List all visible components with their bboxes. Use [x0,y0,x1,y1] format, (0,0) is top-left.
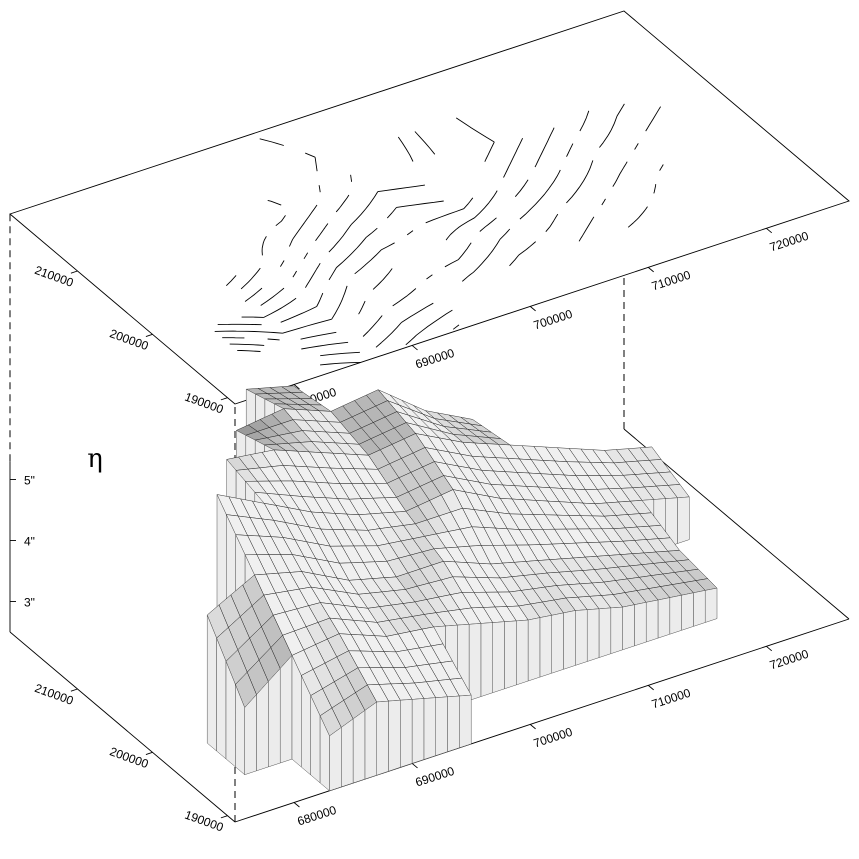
y-tick-label: 200000 [108,744,151,771]
y-tick-label: 210000 [33,681,76,708]
surface-wall [670,595,682,634]
surface-wall [516,620,528,685]
tick-mark [146,752,153,754]
surface-wall [207,615,216,751]
x-tick-label: 690000 [414,764,457,790]
z-tick-label: 3" [24,596,35,610]
surface-wall [552,613,564,673]
tick-mark [766,646,771,651]
y-tick-label: 190000 [183,390,226,417]
surface-wall [330,727,342,790]
x-tick-label: 700000 [532,307,575,333]
y-tick-label: 190000 [183,808,226,835]
surface-wall [646,600,658,642]
surface-wall [564,611,576,670]
surface-wall [353,710,365,783]
surface-wall [459,695,471,748]
x-tick-label: 690000 [414,346,457,372]
surface-wall [400,699,412,767]
surface-wall [424,698,436,760]
tick-mark [71,271,78,273]
surface-wall [658,598,670,639]
axis-line [10,632,235,822]
tick-mark [766,228,771,233]
tick-mark [412,763,417,768]
surface-wall [678,497,690,544]
page: {"chart_data": {"type": "surface", "xlim… [0,0,859,859]
surface-wall [623,605,635,650]
x-tick-label: 710000 [650,268,693,294]
tick-mark [221,398,228,400]
y-tick-label: 210000 [33,263,76,290]
tick-mark [221,816,228,818]
chart: 680000 690000 700000 710000 720000 190000 2000… [0,0,859,859]
surface-wall [682,593,694,631]
surface-wall [611,607,623,654]
x-tick-label: 720000 [768,647,811,673]
surface-wall [268,669,280,767]
x-tick-label: 680000 [296,803,339,829]
surface-wall [540,615,552,677]
z-axis: η 3" 4" 5" [10,444,103,632]
x-tick-label: 700000 [532,725,575,751]
surface-wall [528,618,540,681]
surface-wall [587,609,599,662]
surface-wall [448,696,460,752]
surface-wall [575,610,587,666]
tick-mark [294,802,299,807]
surface-wall [257,682,269,771]
z-tick-label: 4" [24,535,35,549]
surface-wall [493,622,505,693]
tick-mark [648,267,653,272]
surface-wall [245,695,257,775]
surface-wall [599,608,611,658]
surface-wall [341,719,353,787]
tick-mark [412,345,417,350]
surface-wall [481,623,493,697]
surface-wall [469,623,481,700]
surface-wall [389,700,401,771]
tick-mark [146,334,153,336]
z-axis-label: η [87,444,103,474]
surface-wall [377,701,389,775]
surface-wall [280,655,292,763]
surface-wall [705,588,717,622]
x-tick-label: 710000 [650,686,693,712]
tick-mark [71,689,78,691]
tick-mark [530,306,535,311]
surface-wall [292,655,301,767]
tick-mark [648,685,653,690]
surface-wall [412,699,424,764]
z-tick-label: 5" [24,474,35,488]
tick-mark [530,724,535,729]
y-tick-label: 200000 [108,326,151,353]
surface-wall [505,621,517,689]
surface-wall [436,697,448,756]
surface-wall [634,602,646,646]
contour-plane: 6800006900007000007100007200001900002000… [10,11,849,417]
x-tick-label: 720000 [768,229,811,255]
surface [207,386,717,791]
surface-wall [365,702,377,779]
surface-wall [693,590,705,626]
